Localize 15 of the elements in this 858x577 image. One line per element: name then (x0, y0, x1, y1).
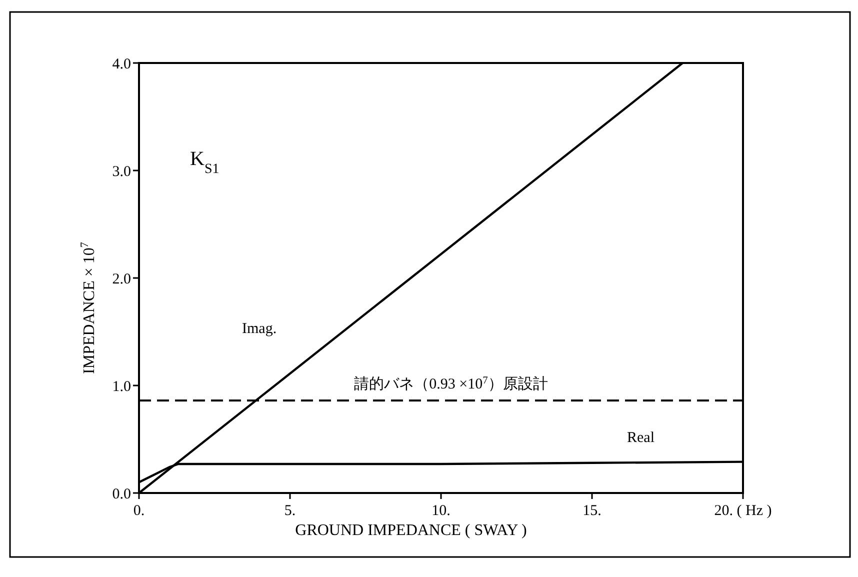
x-tick-label: 5. (284, 503, 296, 519)
text: Imag. (242, 321, 277, 337)
x-axis-title: GROUND IMPEDANCE ( SWAY ) (295, 522, 527, 539)
y-tick-label: 0.0 (112, 486, 131, 502)
series-label: Real (627, 430, 654, 446)
y-tick-label: 1.0 (112, 378, 131, 395)
ref-line-label: 請的バネ（0.93 ×10$^{7}$）原設計 (354, 375, 548, 393)
x-tick-label: 10. (432, 503, 450, 519)
x-tick-label: 20. ( Hz ) (714, 503, 772, 519)
x-tick-label: 15. (582, 503, 602, 519)
y-tick-label: 3.0 (112, 164, 131, 180)
annotation: K$_{S1}$ (190, 148, 220, 176)
x-tick-label: 0. (133, 503, 145, 519)
y-tick-label: 4.0 (112, 56, 131, 72)
y-tick-label: 2.0 (112, 271, 131, 288)
